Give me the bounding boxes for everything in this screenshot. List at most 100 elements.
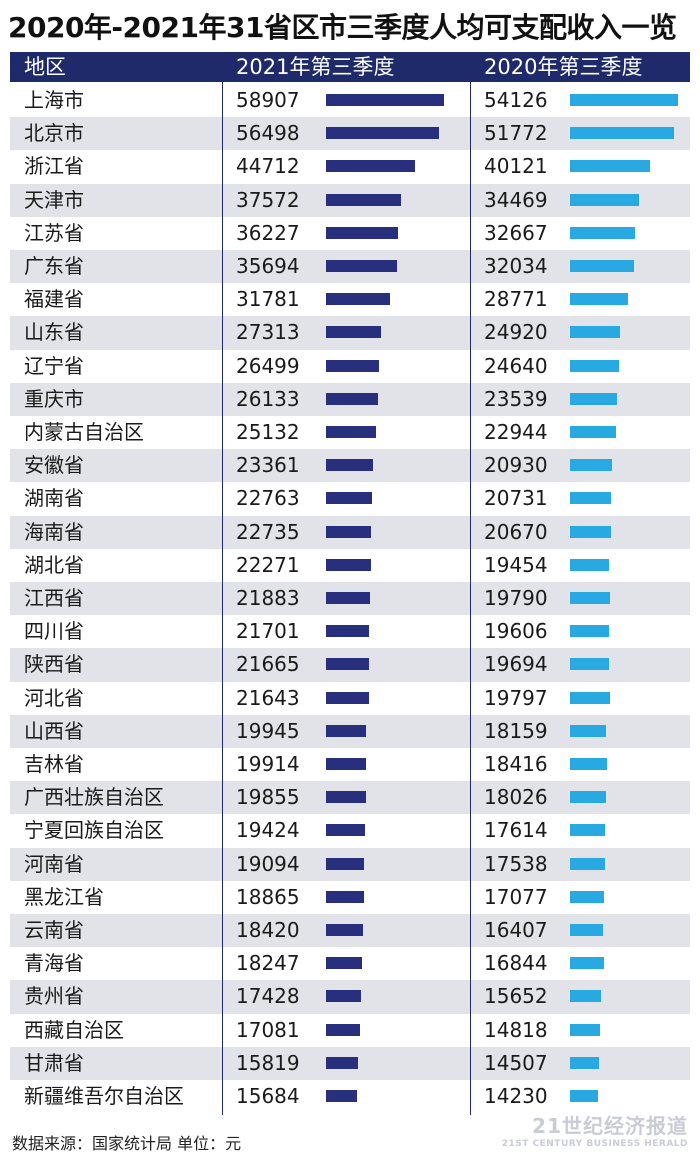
bar-2021 bbox=[326, 260, 398, 272]
region-name: 西藏自治区 bbox=[24, 1017, 124, 1042]
header-region: 地区 bbox=[24, 55, 66, 79]
region-name: 云南省 bbox=[24, 918, 84, 942]
table-row: 安徽省 23361 20930 bbox=[10, 449, 690, 483]
bar-2020 bbox=[570, 625, 610, 638]
table-row: 宁夏回族自治区 19424 17614 bbox=[10, 814, 690, 847]
value-2020: 18416 bbox=[484, 752, 548, 776]
bar-2020 bbox=[570, 924, 603, 936]
bar-2021 bbox=[326, 94, 444, 106]
value-2020: 17614 bbox=[484, 818, 548, 843]
value-2021: 18865 bbox=[236, 884, 300, 909]
table-row: 山东省 27313 24920 bbox=[10, 316, 690, 350]
value-2020: 24640 bbox=[484, 353, 548, 378]
bar-2020 bbox=[570, 193, 639, 206]
region-name: 内蒙古自治区 bbox=[24, 420, 144, 444]
table-row: 湖北省 22271 19454 bbox=[10, 549, 690, 582]
bar-2021 bbox=[326, 957, 363, 970]
value-2021: 44712 bbox=[236, 154, 300, 179]
region-name: 广西壮族自治区 bbox=[24, 785, 164, 810]
region-name: 福建省 bbox=[24, 287, 84, 312]
table-row: 四川省 21701 19606 bbox=[10, 615, 690, 648]
logo-cn: 21世纪经济报道 bbox=[532, 1114, 688, 1138]
table-row: 甘肃省 15819 14507 bbox=[10, 1046, 690, 1080]
bar-2020 bbox=[570, 791, 607, 804]
bar-2020 bbox=[570, 890, 605, 903]
region-name: 辽宁省 bbox=[24, 353, 84, 378]
bar-2020 bbox=[570, 293, 628, 306]
region-name: 青海省 bbox=[24, 951, 84, 976]
bar-2021 bbox=[326, 890, 364, 903]
bar-2021 bbox=[326, 459, 373, 472]
bar-2020 bbox=[570, 658, 610, 671]
region-name: 四川省 bbox=[24, 619, 84, 644]
value-2021: 58907 bbox=[236, 88, 300, 112]
bar-2021 bbox=[326, 758, 366, 770]
region-name: 贵州省 bbox=[24, 984, 84, 1009]
bar-2021 bbox=[326, 193, 402, 206]
bar-2020 bbox=[570, 558, 609, 571]
region-name: 山东省 bbox=[24, 320, 84, 345]
table-row: 山西省 19945 18159 bbox=[10, 714, 690, 748]
table-row: 广西壮族自治区 19855 18026 bbox=[10, 781, 690, 815]
value-2020: 14507 bbox=[484, 1050, 548, 1075]
region-name: 广东省 bbox=[24, 254, 84, 278]
bar-2020 bbox=[570, 691, 610, 704]
value-2021: 27313 bbox=[236, 320, 300, 345]
bar-2021 bbox=[326, 525, 372, 538]
bar-2020 bbox=[570, 857, 606, 870]
bar-2021 bbox=[326, 791, 366, 804]
bar-2021 bbox=[326, 392, 379, 405]
value-2020: 14818 bbox=[484, 1017, 548, 1042]
value-2020: 51772 bbox=[484, 121, 548, 146]
value-2021: 19914 bbox=[236, 752, 300, 776]
table-row: 北京市 56498 51772 bbox=[10, 117, 690, 151]
value-2021: 26499 bbox=[236, 353, 300, 378]
bar-2021 bbox=[326, 293, 390, 306]
value-2020: 34469 bbox=[484, 187, 548, 212]
bar-2020 bbox=[570, 758, 607, 770]
table-row: 江苏省 36227 32667 bbox=[10, 217, 690, 250]
bar-2020 bbox=[570, 492, 612, 505]
region-name: 陕西省 bbox=[24, 652, 84, 677]
bar-2020 bbox=[570, 127, 674, 140]
table-row: 云南省 18420 16407 bbox=[10, 914, 690, 948]
value-2020: 20670 bbox=[484, 519, 548, 544]
value-2020: 18159 bbox=[484, 718, 548, 743]
region-name: 河北省 bbox=[24, 685, 84, 710]
value-2021: 19945 bbox=[236, 718, 300, 743]
table-row: 吉林省 19914 18416 bbox=[10, 748, 690, 781]
bar-2021 bbox=[326, 990, 361, 1003]
bar-2021 bbox=[326, 558, 371, 571]
bar-2020 bbox=[570, 525, 612, 538]
value-2021: 15684 bbox=[236, 1084, 300, 1108]
region-name: 重庆市 bbox=[24, 386, 84, 411]
value-2020: 17538 bbox=[484, 851, 548, 876]
table-row: 贵州省 17428 15652 bbox=[10, 980, 690, 1014]
value-2020: 32667 bbox=[484, 220, 548, 245]
value-2021: 36227 bbox=[236, 220, 300, 245]
region-name: 北京市 bbox=[24, 121, 84, 146]
table-row: 海南省 22735 20670 bbox=[10, 515, 690, 549]
region-name: 吉林省 bbox=[24, 752, 84, 776]
table-row: 新疆维吾尔自治区 15684 14230 bbox=[10, 1080, 690, 1113]
region-name: 新疆维吾尔自治区 bbox=[24, 1084, 184, 1108]
value-2020: 18026 bbox=[484, 785, 548, 810]
bar-2021 bbox=[326, 226, 399, 239]
bar-2020 bbox=[570, 824, 606, 837]
value-2021: 31781 bbox=[236, 287, 300, 312]
region-name: 甘肃省 bbox=[24, 1050, 84, 1075]
value-2021: 37572 bbox=[236, 187, 300, 212]
bar-2021 bbox=[326, 724, 366, 737]
region-name: 河南省 bbox=[24, 851, 84, 876]
table-row: 青海省 18247 16844 bbox=[10, 947, 690, 980]
table-row: 广东省 35694 32034 bbox=[10, 250, 690, 284]
table-row: 内蒙古自治区 25132 22944 bbox=[10, 416, 690, 449]
bar-2020 bbox=[570, 359, 620, 372]
region-name: 黑龙江省 bbox=[24, 884, 104, 909]
bar-2020 bbox=[570, 260, 635, 272]
value-2021: 17081 bbox=[236, 1017, 300, 1042]
page-title: 2020年-2021年31省区市三季度人均可支配收入一览 bbox=[8, 11, 677, 44]
value-2021: 18420 bbox=[236, 918, 300, 942]
table-row: 辽宁省 26499 24640 bbox=[10, 350, 690, 383]
value-2021: 23361 bbox=[236, 453, 300, 478]
